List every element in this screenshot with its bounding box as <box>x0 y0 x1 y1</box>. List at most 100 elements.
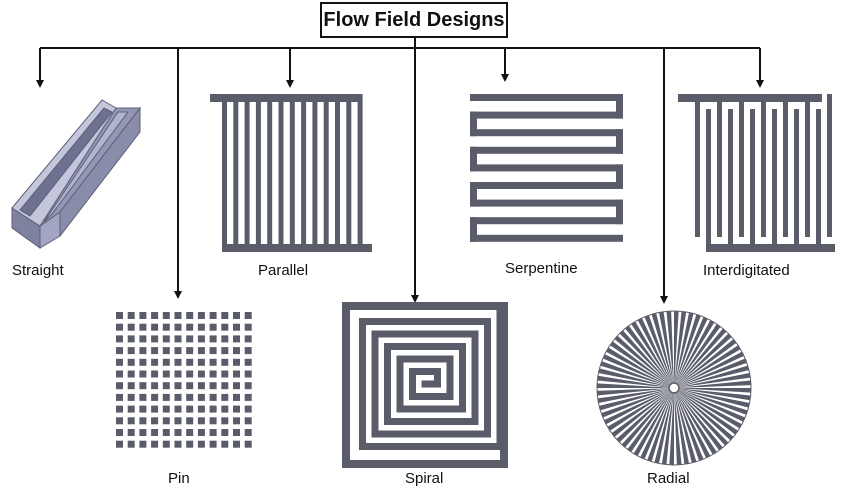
pin-cell <box>162 405 170 413</box>
radial-channel <box>597 388 672 404</box>
radial-channel <box>676 351 744 387</box>
label-parallel: Parallel <box>258 262 309 279</box>
pin-cell <box>127 347 135 355</box>
pin-cell <box>174 429 182 436</box>
parallel-channel <box>335 94 340 252</box>
pin-cell <box>151 405 159 413</box>
pin-cell <box>151 347 159 355</box>
pin-cell <box>233 417 240 425</box>
radial-channel <box>676 372 751 388</box>
radial-channel <box>676 345 741 387</box>
pin-cell <box>127 358 135 366</box>
pin-cell <box>244 370 252 378</box>
pin-cell <box>151 312 159 319</box>
pin-cell <box>127 312 135 319</box>
pin-cell <box>139 323 147 331</box>
interdigitated-left-edge <box>695 94 700 237</box>
interdigitated-outlet-finger <box>728 109 733 252</box>
pin-cell <box>233 440 240 448</box>
pin-cell <box>116 323 123 331</box>
parallel-channel <box>323 94 329 252</box>
serpentine-run <box>470 217 623 225</box>
pin-cell <box>244 382 252 390</box>
pin-cell <box>209 370 217 378</box>
pin-cell <box>127 382 135 390</box>
radial-channel <box>676 388 751 401</box>
radial-channel <box>614 335 672 387</box>
pin-cell <box>174 370 182 378</box>
radial-channel <box>676 388 750 408</box>
pin-cell <box>233 370 240 378</box>
pin-pattern <box>116 312 252 448</box>
pin-cell <box>186 358 194 366</box>
pin-cell <box>174 335 182 343</box>
pin-cell <box>197 370 205 378</box>
pin-cell <box>244 440 252 448</box>
radial-channel <box>674 390 682 465</box>
pin-cell <box>174 405 182 413</box>
serpentine-turn <box>470 146 477 172</box>
radial-channel <box>616 389 672 443</box>
pin-cell <box>197 323 205 331</box>
pin-cell <box>209 429 217 436</box>
radial-channel <box>675 390 723 451</box>
pin-cell <box>233 405 240 413</box>
pin-cell <box>116 382 123 390</box>
pin-cell <box>186 347 194 355</box>
pin-cell <box>197 335 205 343</box>
pin-cell <box>116 347 123 355</box>
radial-channel <box>602 354 672 387</box>
pin-cell <box>139 393 147 401</box>
radial-channel <box>675 328 727 386</box>
radial-channel <box>654 390 674 464</box>
pin-cell <box>162 370 170 378</box>
label-pin: Pin <box>168 470 190 487</box>
radial-channel <box>674 390 697 463</box>
pin-cell <box>244 393 252 401</box>
pin-cell <box>233 312 240 319</box>
pin-cell <box>116 358 123 366</box>
radial-channel <box>597 383 672 388</box>
radial-channel <box>674 390 704 461</box>
pin-cell <box>209 312 217 319</box>
serpentine-turn <box>470 217 477 242</box>
interdigitated-top-bar <box>678 94 822 102</box>
pin-cell <box>162 382 170 390</box>
radial-channel <box>676 333 732 387</box>
parallel-channel <box>301 94 307 252</box>
pin-cell <box>221 323 229 331</box>
pin-cell <box>221 429 229 436</box>
radial-channel <box>625 325 673 386</box>
serpentine-turn <box>616 164 623 189</box>
pin-cell <box>197 405 205 413</box>
pin-cell <box>139 347 147 355</box>
pin-cell <box>221 440 229 448</box>
interdigitated-outlet-finger <box>816 109 821 252</box>
pin-cell <box>186 393 194 401</box>
pin-cell <box>116 417 123 425</box>
radial-center-port <box>668 382 680 394</box>
pin-cell <box>139 312 147 319</box>
interdigitated-outlet-finger <box>794 109 799 252</box>
radial-channel <box>676 389 746 422</box>
pin-cell <box>174 358 182 366</box>
pin-cell <box>127 323 135 331</box>
serpentine-turn <box>616 94 623 119</box>
pin-cell <box>162 393 170 401</box>
pin-cell <box>186 405 194 413</box>
parallel-channel <box>289 94 295 252</box>
pin-cell <box>116 312 123 319</box>
radial-channel <box>675 390 717 455</box>
pin-cell <box>209 347 217 355</box>
radial-channel <box>676 389 742 429</box>
serpentine-turn <box>616 129 623 154</box>
pin-cell <box>174 312 182 319</box>
serpentine-turn <box>470 111 477 137</box>
radial-channel <box>675 323 721 386</box>
pin-cell <box>186 417 194 425</box>
interdigitated-outlet-finger <box>750 109 755 252</box>
pin-cell <box>197 440 205 448</box>
pin-cell <box>233 429 240 436</box>
serpentine-run <box>470 111 623 119</box>
